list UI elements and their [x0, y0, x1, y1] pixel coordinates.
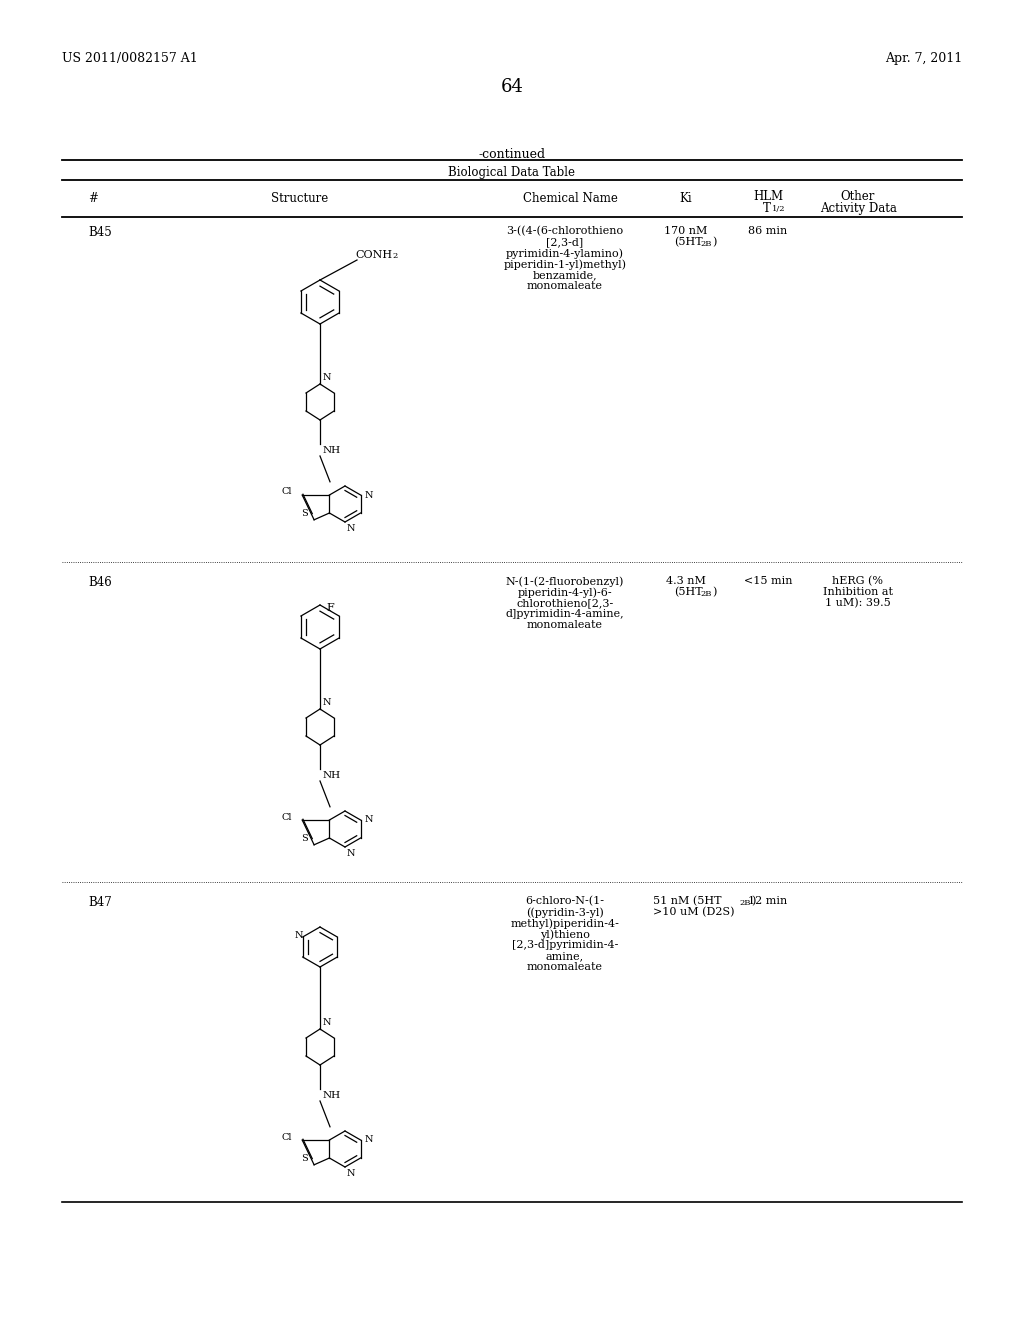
Text: ): ) — [751, 896, 756, 907]
Text: Cl: Cl — [282, 813, 292, 821]
Text: Chemical Name: Chemical Name — [522, 191, 617, 205]
Text: S: S — [301, 834, 307, 843]
Text: Ki: Ki — [680, 191, 692, 205]
Text: Other: Other — [841, 190, 876, 203]
Text: 2B: 2B — [739, 899, 751, 907]
Text: piperidin-4-yl)-6-: piperidin-4-yl)-6- — [518, 587, 612, 598]
Text: monomaleate: monomaleate — [527, 962, 603, 972]
Text: 86 min: 86 min — [749, 226, 787, 236]
Text: benzamide,: benzamide, — [532, 271, 597, 280]
Text: [2,3-d]pyrimidin-4-: [2,3-d]pyrimidin-4- — [512, 940, 618, 950]
Text: chlorothieno[2,3-: chlorothieno[2,3- — [516, 598, 613, 609]
Text: ): ) — [712, 238, 717, 247]
Text: US 2011/0082157 A1: US 2011/0082157 A1 — [62, 51, 198, 65]
Text: B45: B45 — [88, 226, 112, 239]
Text: 6-chloro-N-(1-: 6-chloro-N-(1- — [525, 896, 604, 907]
Text: N: N — [323, 1018, 332, 1027]
Text: 2B: 2B — [700, 240, 712, 248]
Text: B46: B46 — [88, 576, 112, 589]
Text: Cl: Cl — [282, 1133, 292, 1142]
Text: (5HT: (5HT — [674, 238, 702, 247]
Text: hERG (%: hERG (% — [833, 576, 884, 586]
Text: N: N — [365, 1135, 373, 1144]
Text: >10 uM (D2S): >10 uM (D2S) — [653, 907, 734, 917]
Text: Inhibition at: Inhibition at — [823, 587, 893, 597]
Text: ((pyridin-3-yl): ((pyridin-3-yl) — [526, 907, 604, 917]
Text: 1 uM): 39.5: 1 uM): 39.5 — [825, 598, 891, 609]
Text: piperidin-1-yl)methyl): piperidin-1-yl)methyl) — [504, 259, 627, 269]
Text: (5HT: (5HT — [674, 587, 702, 598]
Text: N: N — [347, 1170, 355, 1177]
Text: Biological Data Table: Biological Data Table — [449, 166, 575, 180]
Text: T: T — [763, 202, 771, 215]
Text: CONH: CONH — [355, 249, 392, 260]
Text: methyl)piperidin-4-: methyl)piperidin-4- — [511, 917, 620, 928]
Text: Apr. 7, 2011: Apr. 7, 2011 — [885, 51, 962, 65]
Text: amine,: amine, — [546, 950, 584, 961]
Text: HLM: HLM — [753, 190, 783, 203]
Text: F: F — [327, 603, 334, 612]
Text: 1/2: 1/2 — [772, 205, 785, 213]
Text: NH: NH — [323, 1092, 341, 1100]
Text: N-(1-(2-fluorobenzyl): N-(1-(2-fluorobenzyl) — [506, 576, 625, 586]
Text: 170 nM: 170 nM — [665, 226, 708, 236]
Text: [2,3-d]: [2,3-d] — [547, 238, 584, 247]
Text: Structure: Structure — [271, 191, 329, 205]
Text: N: N — [323, 698, 332, 708]
Text: 2: 2 — [392, 252, 397, 260]
Text: NH: NH — [323, 771, 341, 780]
Text: N: N — [347, 849, 355, 858]
Text: yl)thieno: yl)thieno — [540, 929, 590, 940]
Text: ): ) — [712, 587, 717, 598]
Text: 3-((4-(6-chlorothieno: 3-((4-(6-chlorothieno — [507, 226, 624, 236]
Text: 51 nM (5HT: 51 nM (5HT — [653, 896, 722, 907]
Text: <15 min: <15 min — [743, 576, 793, 586]
Text: 2B: 2B — [700, 590, 712, 598]
Text: N: N — [365, 816, 373, 825]
Text: N: N — [323, 374, 332, 381]
Text: pyrimidin-4-ylamino): pyrimidin-4-ylamino) — [506, 248, 624, 259]
Text: 4.3 nM: 4.3 nM — [666, 576, 706, 586]
Text: Cl: Cl — [282, 487, 292, 496]
Text: #: # — [88, 191, 98, 205]
Text: monomaleate: monomaleate — [527, 620, 603, 630]
Text: N: N — [365, 491, 373, 499]
Text: B47: B47 — [88, 896, 112, 909]
Text: S: S — [301, 510, 307, 517]
Text: N: N — [347, 524, 355, 533]
Text: N: N — [295, 931, 303, 940]
Text: Activity Data: Activity Data — [819, 202, 896, 215]
Text: 64: 64 — [501, 78, 523, 96]
Text: monomaleate: monomaleate — [527, 281, 603, 290]
Text: -continued: -continued — [478, 148, 546, 161]
Text: S: S — [301, 1154, 307, 1163]
Text: NH: NH — [323, 446, 341, 455]
Text: 12 min: 12 min — [749, 896, 787, 906]
Text: d]pyrimidin-4-amine,: d]pyrimidin-4-amine, — [506, 609, 625, 619]
